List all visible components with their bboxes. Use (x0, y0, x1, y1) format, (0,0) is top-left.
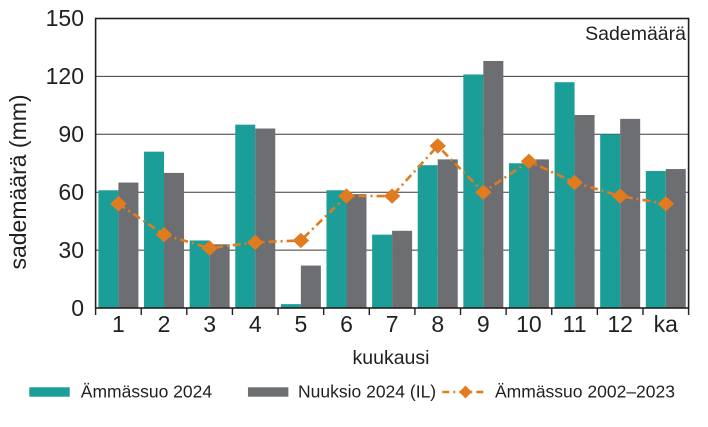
svg-text:90: 90 (58, 121, 84, 147)
svg-text:Ämmässuo 2024: Ämmässuo 2024 (81, 382, 213, 402)
svg-text:0: 0 (71, 295, 84, 321)
svg-text:6: 6 (340, 311, 353, 337)
svg-text:5: 5 (294, 311, 307, 337)
svg-text:120: 120 (46, 63, 84, 89)
svg-text:Nuuksio 2024 (IL): Nuuksio 2024 (IL) (298, 382, 436, 402)
svg-text:8: 8 (431, 311, 444, 337)
svg-text:7: 7 (386, 311, 399, 337)
svg-text:kuukausi: kuukausi (353, 347, 430, 369)
svg-text:11: 11 (563, 311, 587, 337)
svg-text:60: 60 (58, 179, 84, 205)
svg-text:Sademäärä: Sademäärä (585, 23, 686, 45)
svg-text:4: 4 (249, 311, 262, 337)
svg-text:2: 2 (158, 311, 171, 337)
svg-text:12: 12 (607, 311, 633, 337)
svg-text:Ämmässuo 2002–2023: Ämmässuo 2002–2023 (495, 382, 675, 402)
svg-text:150: 150 (46, 5, 84, 31)
svg-text:9: 9 (477, 311, 490, 337)
svg-text:30: 30 (58, 237, 84, 263)
svg-text:1: 1 (112, 311, 125, 337)
svg-text:10: 10 (516, 311, 542, 337)
svg-text:3: 3 (203, 311, 216, 337)
svg-text:ka: ka (654, 311, 679, 337)
svg-text:sademäärä (mm): sademäärä (mm) (5, 94, 31, 269)
